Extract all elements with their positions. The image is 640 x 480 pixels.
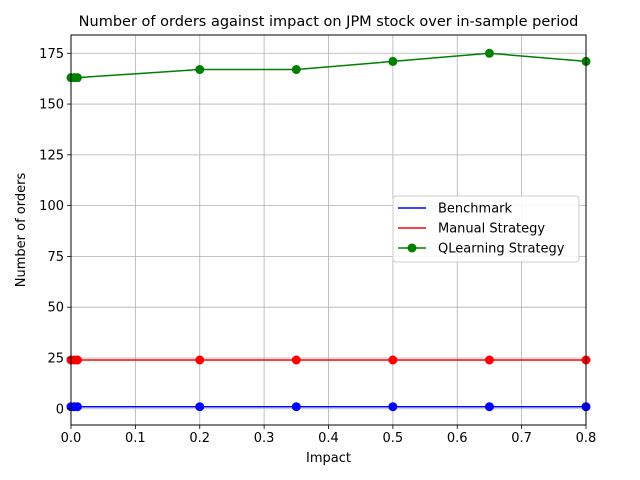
data-point-benchmark	[195, 402, 205, 412]
data-point-manual-strategy	[484, 355, 494, 365]
legend-box	[392, 195, 580, 263]
legend-item-benchmark: Benchmark	[398, 202, 513, 217]
series-manual-strategy	[66, 355, 591, 365]
series-benchmark	[66, 402, 591, 412]
y-tick-label: 125	[39, 148, 64, 163]
data-point-benchmark	[484, 402, 494, 412]
legend-label-manual-strategy: Manual Strategy	[438, 222, 545, 237]
x-tick-label: 0.2	[189, 431, 210, 446]
data-point-qlearning-strategy	[388, 56, 398, 66]
y-tick-label: 50	[47, 301, 64, 316]
y-tick-label: 25	[47, 351, 64, 366]
x-tick-label: 0.5	[383, 431, 404, 446]
legend: Benchmark Manual Strategy QLearning Strate…	[392, 195, 580, 263]
x-tick-label: 0.6	[447, 431, 468, 446]
y-tick-label: 150	[39, 98, 64, 113]
x-tick-label: 0.1	[125, 431, 146, 446]
data-point-benchmark	[72, 402, 82, 412]
data-point-manual-strategy	[195, 355, 205, 365]
y-tick-label: 100	[39, 199, 64, 214]
y-tick-label: 175	[39, 47, 64, 62]
data-point-manual-strategy	[291, 355, 301, 365]
y-tick-label: 0	[56, 402, 64, 417]
x-tick-label: 0.8	[576, 431, 597, 446]
data-point-qlearning-strategy	[484, 48, 494, 58]
x-tick-label: 0.0	[61, 431, 82, 446]
data-point-benchmark	[388, 402, 398, 412]
legend-item-manual-strategy: Manual Strategy	[398, 222, 545, 237]
legend-item-qlearning-strategy: QLearning Strategy	[398, 242, 565, 257]
x-tick-label: 0.4	[318, 431, 339, 446]
data-point-manual-strategy	[388, 355, 398, 365]
legend-marker-qlearning-strategy	[407, 243, 417, 253]
x-axis-label: Impact	[306, 451, 351, 466]
x-tick-label: 0.3	[254, 431, 275, 446]
data-point-manual-strategy	[72, 355, 82, 365]
y-tick-label: 75	[47, 250, 64, 265]
data-point-qlearning-strategy	[195, 65, 205, 75]
y-axis-label: Number of orders	[14, 173, 29, 288]
data-point-qlearning-strategy	[72, 73, 82, 83]
x-tick-label: 0.7	[511, 431, 532, 446]
data-point-qlearning-strategy	[291, 65, 301, 75]
legend-label-benchmark: Benchmark	[438, 202, 513, 217]
data-point-benchmark	[291, 402, 301, 412]
axis-ticks: 0.0 0.1 0.2 0.3 0.4 0.5 0.6 0.7 0.8 0 25 50 75 100 125…	[39, 47, 596, 446]
chart-title: Number of orders against impact on JPM s…	[79, 14, 579, 30]
legend-label-qlearning-strategy: QLearning Strategy	[438, 242, 565, 257]
